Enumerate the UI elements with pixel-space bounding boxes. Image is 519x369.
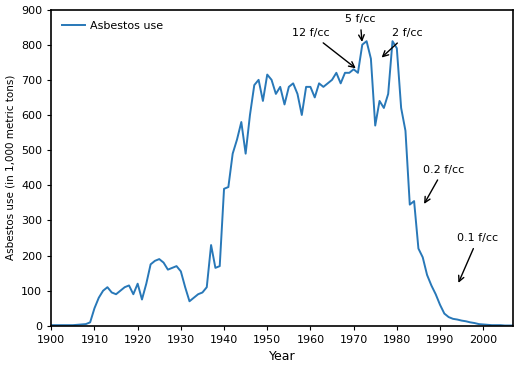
Asbestos use [121, 285, 128, 289]
Asbestos use [95, 296, 102, 300]
Asbestos use [450, 317, 456, 321]
Legend: Asbestos use: Asbestos use [57, 15, 169, 36]
Text: 12 f/cc: 12 f/cc [292, 28, 354, 67]
Asbestos use [363, 39, 370, 44]
Asbestos use [420, 255, 426, 259]
Asbestos use [264, 72, 270, 77]
Text: 2 f/cc: 2 f/cc [383, 28, 423, 56]
X-axis label: Year: Year [269, 351, 296, 363]
Asbestos use [48, 323, 54, 327]
Asbestos use [458, 318, 465, 323]
Text: 5 f/cc: 5 f/cc [345, 14, 375, 40]
Line: Asbestos use: Asbestos use [51, 41, 513, 325]
Text: 0.1 f/cc: 0.1 f/cc [457, 233, 498, 282]
Text: 0.2 f/cc: 0.2 f/cc [423, 165, 464, 203]
Asbestos use [510, 323, 516, 328]
Asbestos use [502, 323, 508, 328]
Y-axis label: Asbestos use (in 1,000 metric tons): Asbestos use (in 1,000 metric tons) [6, 75, 16, 261]
